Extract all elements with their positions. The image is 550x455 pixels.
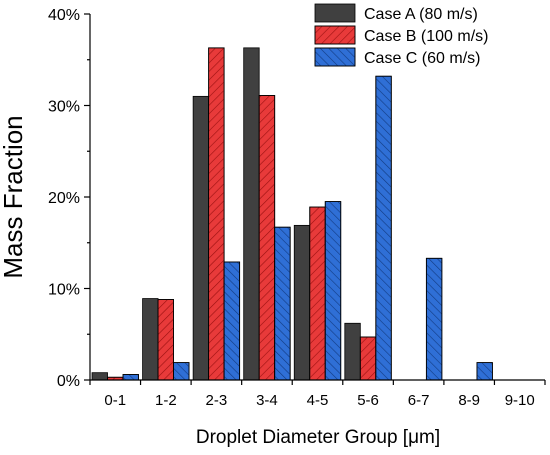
legend-swatch-hatch	[314, 47, 356, 67]
bar-hatch-overlay	[274, 226, 291, 381]
y-tick-label: 40%	[48, 7, 80, 24]
bar-hatch-overlay	[258, 95, 276, 381]
x-tick-label: 8-9	[458, 392, 480, 409]
bar-hatch-overlay	[375, 75, 392, 381]
x-tick-label: 4-5	[307, 392, 329, 409]
x-tick-label: 2-3	[206, 392, 228, 409]
y-tick-label: 30%	[48, 99, 80, 116]
bar-a-4-5	[293, 224, 311, 381]
tick-labels-layer: 0% 10% 20% 30% 40% 0-1 1-2 2-3 3-4 4-5 5-6 6-7 8-9 9-…	[48, 7, 535, 409]
bar-a-2-3	[192, 95, 210, 381]
legend-swatch-hatch	[314, 25, 356, 45]
bar-hatch-overlay	[157, 299, 174, 381]
bar-hatch-overlay	[359, 336, 377, 381]
bar-hatch-overlay	[223, 261, 241, 381]
y-axis-label: Mass Fraction	[0, 115, 28, 278]
x-tick-label: 9-10	[505, 392, 535, 409]
bar-hatch-overlay	[309, 206, 326, 381]
x-tick-label: 3-4	[256, 392, 278, 409]
x-tick-label: 6-7	[408, 392, 430, 409]
bar-hatch-overlay	[425, 257, 443, 381]
x-tick-label: 5-6	[357, 392, 379, 409]
bars-layer	[91, 47, 493, 381]
bar-hatch-overlay	[324, 201, 342, 381]
bar-hatch-overlay	[208, 47, 225, 381]
y-tick-label: 10%	[48, 282, 80, 299]
bar-a-5-6	[344, 322, 361, 381]
bar-a-0-1	[91, 372, 108, 381]
legend-label: Case A (80 m/s)	[364, 6, 478, 23]
legend: Case A (80 m/s) Case B (100 m/s) Case C (6…	[314, 3, 488, 67]
bar-hatch-overlay	[173, 362, 190, 381]
bar-a-3-4	[243, 47, 260, 381]
y-tick-label: 0%	[57, 373, 80, 390]
x-tick-label: 1-2	[155, 392, 177, 409]
x-tick-label: 0-1	[104, 392, 126, 409]
legend-label: Case B (100 m/s)	[364, 28, 488, 45]
bar-hatch-overlay	[122, 374, 139, 381]
legend-label: Case C (60 m/s)	[364, 50, 480, 67]
axes-layer	[84, 13, 546, 385]
bar-hatch-overlay	[476, 362, 493, 381]
y-tick-label: 20%	[48, 190, 80, 207]
bar-a-1-2	[142, 298, 159, 381]
legend-swatch	[314, 3, 356, 23]
x-axis-label: Droplet Diameter Group [μm]	[196, 427, 440, 448]
